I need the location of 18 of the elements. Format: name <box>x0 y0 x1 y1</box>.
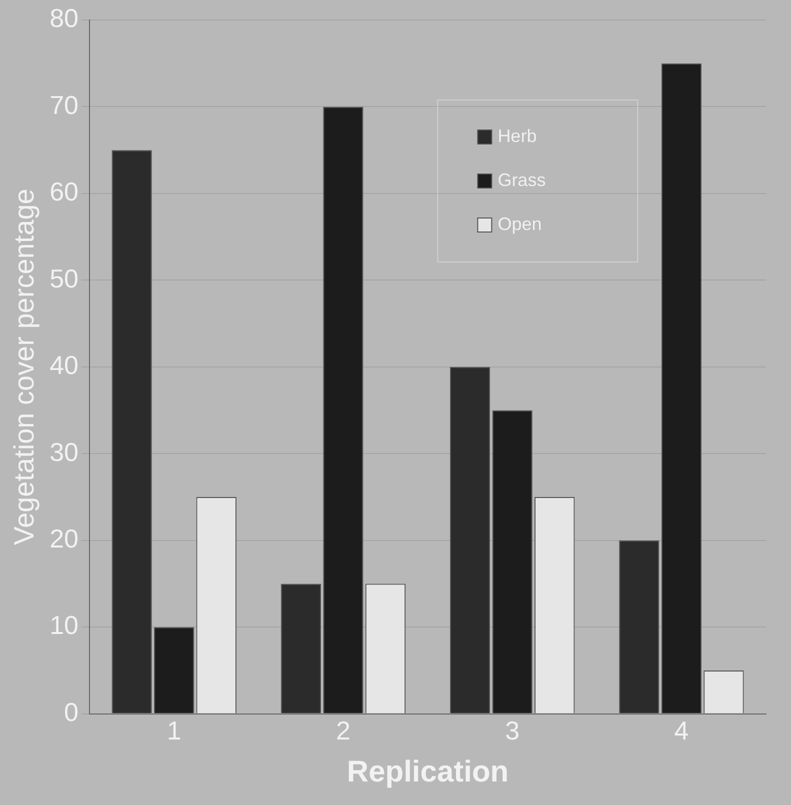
y-tick-label: 60 <box>50 176 79 207</box>
legend-label: Grass <box>498 170 546 190</box>
y-tick-label: 20 <box>50 524 79 554</box>
x-tick-label: 2 <box>336 716 350 746</box>
y-tick-label: 50 <box>50 263 79 294</box>
legend-label: Herb <box>498 126 537 146</box>
y-tick-label: 70 <box>50 90 79 120</box>
y-axis-title: Vegetation cover percentage <box>8 188 40 546</box>
y-tick-label: 80 <box>50 3 79 34</box>
x-tick-label: 4 <box>674 716 689 746</box>
y-tick-label: 0 <box>64 696 79 727</box>
x-tick-label: 1 <box>166 716 182 746</box>
y-tick-label: 40 <box>50 350 79 380</box>
y-tick-label: 10 <box>50 610 79 640</box>
y-tick-label: 30 <box>50 436 79 467</box>
x-axis-title: Replication <box>346 755 509 788</box>
x-tick-label: 3 <box>505 716 520 746</box>
legend-label: Open <box>498 214 542 234</box>
